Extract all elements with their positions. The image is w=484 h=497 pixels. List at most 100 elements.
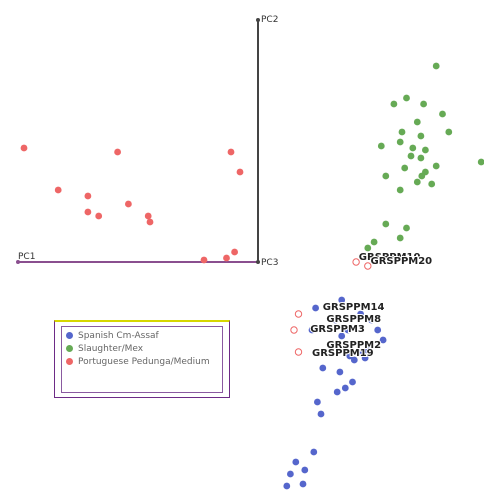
point-spanish-cm-assaf-25 bbox=[301, 466, 309, 474]
point-label-grsppm19: GRSPPM19 bbox=[312, 348, 374, 359]
point-slaughter-mex-9 bbox=[396, 138, 404, 146]
point-slaughter-mex-22 bbox=[396, 186, 404, 194]
open-point-portuguese-pedunga-medium-1 bbox=[364, 262, 372, 270]
point-slaughter-mex-13 bbox=[407, 152, 415, 160]
point-spanish-cm-assaf-15 bbox=[355, 348, 363, 356]
point-spanish-cm-assaf-2 bbox=[357, 310, 364, 318]
point-spanish-cm-assaf-7 bbox=[308, 326, 316, 334]
point-spanish-cm-assaf-18 bbox=[349, 378, 356, 386]
point-spanish-cm-assaf-20 bbox=[333, 388, 341, 396]
point-slaughter-mex-1 bbox=[403, 94, 410, 102]
point-slaughter-mex-24 bbox=[382, 220, 390, 228]
legend-box: Spanish Cm-Assaf Slaughter/Mex Portugues… bbox=[61, 326, 223, 393]
point-slaughter-mex-18 bbox=[382, 172, 390, 180]
point-slaughter-mex-27 bbox=[370, 238, 378, 246]
point-slaughter-mex-19 bbox=[418, 172, 426, 180]
point-portuguese-pedunga-medium-4 bbox=[54, 186, 62, 194]
point-slaughter-mex-6 bbox=[445, 128, 453, 136]
pc3-axis-origin-marker bbox=[256, 260, 260, 264]
point-spanish-cm-assaf-6 bbox=[344, 326, 352, 334]
point-portuguese-pedunga-medium-3 bbox=[236, 168, 244, 176]
point-spanish-cm-assaf-21 bbox=[314, 398, 321, 406]
point-label-grsppm2: GRSPPM2 bbox=[326, 340, 381, 351]
legend-swatch-slaughter bbox=[66, 345, 73, 352]
point-slaughter-mex-3 bbox=[390, 100, 398, 108]
point-slaughter-mex-16 bbox=[432, 162, 440, 170]
point-slaughter-mex-28 bbox=[364, 244, 372, 252]
point-spanish-cm-assaf-22 bbox=[317, 410, 325, 418]
legend-entry-slaughter: Slaughter/Mex bbox=[66, 342, 218, 355]
point-slaughter-mex-25 bbox=[403, 224, 410, 232]
data-points bbox=[20, 62, 484, 490]
point-slaughter-mex-10 bbox=[377, 142, 385, 150]
point-slaughter-mex-21 bbox=[428, 180, 436, 188]
point-spanish-cm-assaf-23 bbox=[310, 448, 318, 456]
point-slaughter-mex-4 bbox=[439, 110, 446, 118]
point-slaughter-mex-23 bbox=[477, 158, 484, 166]
point-label-grsppm3: GRSPPM3 bbox=[310, 324, 365, 335]
point-spanish-cm-assaf-26 bbox=[287, 470, 294, 478]
point-label-grsppm20: GRSPPM20 bbox=[371, 256, 433, 267]
point-slaughter-mex-12 bbox=[422, 146, 429, 154]
point-spanish-cm-assaf-12 bbox=[350, 356, 358, 364]
point-spanish-cm-assaf-5 bbox=[374, 326, 382, 334]
point-portuguese-pedunga-medium-12 bbox=[223, 254, 230, 262]
point-slaughter-mex-26 bbox=[396, 234, 404, 242]
point-portuguese-pedunga-medium-1 bbox=[114, 148, 121, 156]
point-slaughter-mex-5 bbox=[413, 118, 421, 126]
pc2-axis-endpoint bbox=[256, 18, 260, 22]
point-slaughter-mex-15 bbox=[401, 164, 409, 172]
open-point-portuguese-pedunga-medium-4 bbox=[294, 348, 303, 356]
point-spanish-cm-assaf-3 bbox=[332, 316, 339, 324]
point-portuguese-pedunga-medium-13 bbox=[231, 248, 239, 256]
point-slaughter-mex-11 bbox=[409, 144, 417, 152]
point-slaughter-mex-7 bbox=[398, 128, 406, 136]
point-slaughter-mex-14 bbox=[417, 154, 425, 162]
legend-label-spanish: Spanish Cm-Assaf bbox=[78, 330, 159, 341]
legend-label-portuguese: Portuguese Pedunga/Medium bbox=[78, 356, 210, 367]
point-label-grsppm10: GRSPPM10 bbox=[359, 252, 421, 263]
point-label-grsppm8: GRSPPM8 bbox=[326, 314, 381, 325]
point-spanish-cm-assaf-19 bbox=[341, 384, 349, 392]
point-portuguese-pedunga-medium-7 bbox=[95, 212, 103, 220]
point-spanish-cm-assaf-4 bbox=[368, 316, 375, 324]
point-slaughter-mex-2 bbox=[420, 100, 427, 108]
point-slaughter-mex-20 bbox=[413, 178, 421, 186]
point-portuguese-pedunga-medium-6 bbox=[84, 208, 92, 216]
point-slaughter-mex-8 bbox=[417, 132, 425, 140]
point-slaughter-mex-0 bbox=[432, 62, 440, 70]
point-spanish-cm-assaf-9 bbox=[379, 336, 387, 344]
point-spanish-cm-assaf-11 bbox=[346, 352, 354, 360]
point-spanish-cm-assaf-16 bbox=[319, 364, 327, 372]
axes: PC2 PC3 PC1 bbox=[16, 15, 278, 268]
point-portuguese-pedunga-medium-8 bbox=[124, 200, 132, 208]
point-spanish-cm-assaf-27 bbox=[299, 480, 307, 488]
point-portuguese-pedunga-medium-9 bbox=[144, 212, 152, 220]
point-portuguese-pedunga-medium-10 bbox=[146, 218, 154, 226]
pc1-axis-label: PC1 bbox=[18, 252, 35, 262]
point-spanish-cm-assaf-13 bbox=[361, 354, 369, 362]
point-portuguese-pedunga-medium-0 bbox=[20, 144, 28, 152]
point-label-grsppm14: GRSPPM14 bbox=[323, 302, 385, 313]
legend: Spanish Cm-Assaf Slaughter/Mex Portugues… bbox=[54, 320, 230, 398]
legend-swatch-spanish bbox=[66, 332, 73, 339]
point-spanish-cm-assaf-17 bbox=[336, 368, 344, 376]
point-portuguese-pedunga-medium-2 bbox=[227, 148, 235, 156]
point-spanish-cm-assaf-8 bbox=[338, 332, 346, 340]
open-point-portuguese-pedunga-medium-2 bbox=[294, 310, 303, 318]
open-point-portuguese-pedunga-medium-0 bbox=[352, 258, 360, 266]
legend-entry-portuguese: Portuguese Pedunga/Medium bbox=[66, 355, 218, 368]
legend-label-slaughter: Slaughter/Mex bbox=[78, 343, 144, 354]
point-spanish-cm-assaf-28 bbox=[283, 482, 291, 490]
point-spanish-cm-assaf-24 bbox=[292, 458, 300, 466]
legend-swatch-portuguese bbox=[66, 358, 73, 365]
point-spanish-cm-assaf-0 bbox=[338, 296, 346, 304]
point-portuguese-pedunga-medium-5 bbox=[84, 192, 92, 200]
pc1-axis-endpoint bbox=[16, 260, 20, 264]
point-spanish-cm-assaf-1 bbox=[312, 304, 319, 312]
point-spanish-cm-assaf-14 bbox=[363, 346, 371, 354]
open-point-portuguese-pedunga-medium-3 bbox=[290, 326, 298, 334]
point-portuguese-pedunga-medium-11 bbox=[200, 256, 208, 264]
